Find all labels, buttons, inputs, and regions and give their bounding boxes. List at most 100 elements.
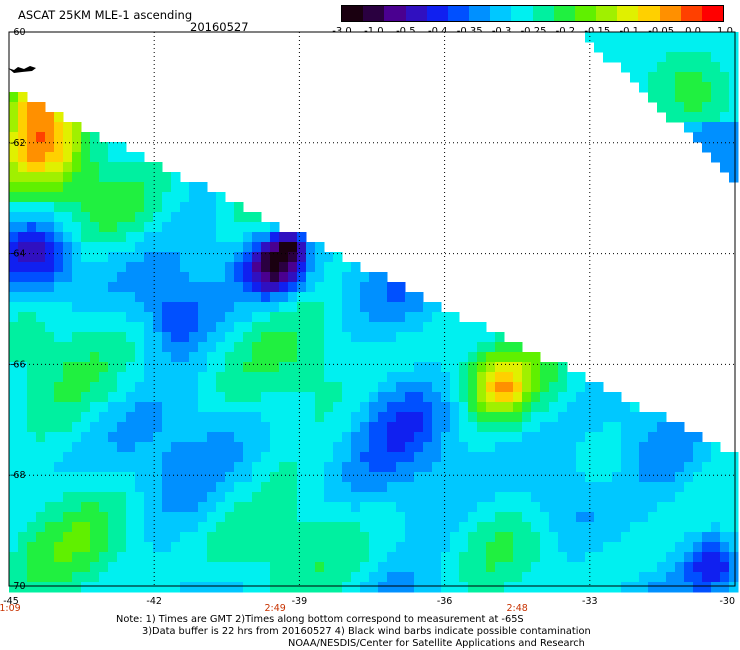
heatmap-cell	[639, 552, 649, 563]
heatmap-cell	[414, 362, 424, 373]
heatmap-cell	[432, 472, 442, 483]
heatmap-cell	[297, 382, 307, 393]
heatmap-cell	[576, 462, 586, 473]
heatmap-cell	[378, 362, 388, 373]
heatmap-cell	[684, 562, 694, 573]
heatmap-cell	[513, 522, 523, 533]
heatmap-cell	[99, 232, 109, 243]
heatmap-cell	[612, 452, 622, 463]
heatmap-cell	[414, 512, 424, 523]
heatmap-cell	[333, 572, 343, 583]
heatmap-cell	[189, 452, 199, 463]
heatmap-cell	[63, 282, 73, 293]
heatmap-cell	[585, 422, 595, 433]
heatmap-cell	[684, 32, 694, 43]
heatmap-cell	[207, 202, 217, 213]
heatmap-cell	[657, 52, 667, 63]
heatmap-cell	[639, 582, 649, 593]
heatmap-cell	[9, 312, 19, 323]
heatmap-cell	[27, 572, 37, 583]
heatmap-cell	[180, 212, 190, 223]
heatmap-cell	[234, 332, 244, 343]
heatmap-cell	[270, 482, 280, 493]
heatmap-cell	[18, 162, 28, 173]
heatmap-cell	[45, 362, 55, 373]
heatmap-cell	[72, 582, 82, 593]
heatmap-cell	[567, 582, 577, 593]
heatmap-cell	[117, 332, 127, 343]
heatmap-cell	[639, 532, 649, 543]
heatmap-cell	[126, 282, 136, 293]
heatmap-cell	[531, 362, 541, 373]
heatmap-cell	[135, 402, 145, 413]
heatmap-cell	[576, 392, 586, 403]
heatmap-cell	[27, 152, 37, 163]
heatmap-cell	[549, 542, 559, 553]
heatmap-cell	[189, 502, 199, 513]
heatmap-cell	[243, 572, 253, 583]
heatmap-cell	[54, 382, 64, 393]
heatmap-cell	[702, 552, 712, 563]
heatmap-cell	[18, 562, 28, 573]
heatmap-cell	[459, 452, 469, 463]
heatmap-cell	[99, 362, 109, 373]
heatmap-cell	[657, 62, 667, 73]
heatmap-cell	[360, 302, 370, 313]
heatmap-cell	[153, 162, 163, 173]
heatmap-cell	[567, 552, 577, 563]
heatmap-cell	[279, 532, 289, 543]
heatmap-cell	[315, 412, 325, 423]
heatmap-cell	[396, 322, 406, 333]
heatmap-cell	[396, 292, 406, 303]
heatmap-cell	[36, 432, 46, 443]
heatmap-cell	[414, 292, 424, 303]
heatmap-cell	[648, 42, 658, 53]
heatmap-cell	[423, 562, 433, 573]
heatmap-cell	[468, 452, 478, 463]
heatmap-cell	[675, 42, 685, 53]
heatmap-cell	[54, 532, 64, 543]
heatmap-cell	[171, 302, 181, 313]
heatmap-cell	[648, 442, 658, 453]
heatmap-cell	[189, 562, 199, 573]
heatmap-cell	[459, 522, 469, 533]
heatmap-cell	[9, 352, 19, 363]
heatmap-cell	[495, 442, 505, 453]
heatmap-cell	[594, 582, 604, 593]
heatmap-cell	[261, 342, 271, 353]
heatmap-cell	[153, 182, 163, 193]
heatmap-cell	[72, 502, 82, 513]
heatmap-cell	[387, 482, 397, 493]
heatmap-cell	[126, 372, 136, 383]
heatmap-cell	[567, 382, 577, 393]
heatmap-cell	[657, 562, 667, 573]
heatmap-cell	[9, 362, 19, 373]
heatmap-cell	[720, 92, 730, 103]
heatmap-cell	[54, 262, 64, 273]
heatmap-cell	[198, 192, 208, 203]
heatmap-cell	[234, 572, 244, 583]
heatmap-cell	[396, 492, 406, 503]
heatmap-cell	[243, 422, 253, 433]
heatmap-cell	[63, 422, 73, 433]
heatmap-cell	[36, 382, 46, 393]
heatmap-cell	[108, 492, 118, 503]
heatmap-cell	[477, 362, 487, 373]
heatmap-cell	[270, 542, 280, 553]
heatmap-cell	[729, 452, 739, 463]
heatmap-cell	[603, 542, 613, 553]
heatmap-cell	[594, 452, 604, 463]
heatmap-cell	[486, 342, 496, 353]
heatmap-cell	[459, 322, 469, 333]
heatmap-cell	[234, 272, 244, 283]
heatmap-cell	[153, 402, 163, 413]
heatmap-cell	[18, 382, 28, 393]
heatmap-cell	[198, 332, 208, 343]
heatmap-cell	[342, 302, 352, 313]
heatmap-cell	[279, 502, 289, 513]
heatmap-cell	[225, 252, 235, 263]
heatmap-cell	[171, 192, 181, 203]
heatmap-cell	[261, 462, 271, 473]
heatmap-cell	[423, 412, 433, 423]
heatmap-cell	[612, 42, 622, 53]
